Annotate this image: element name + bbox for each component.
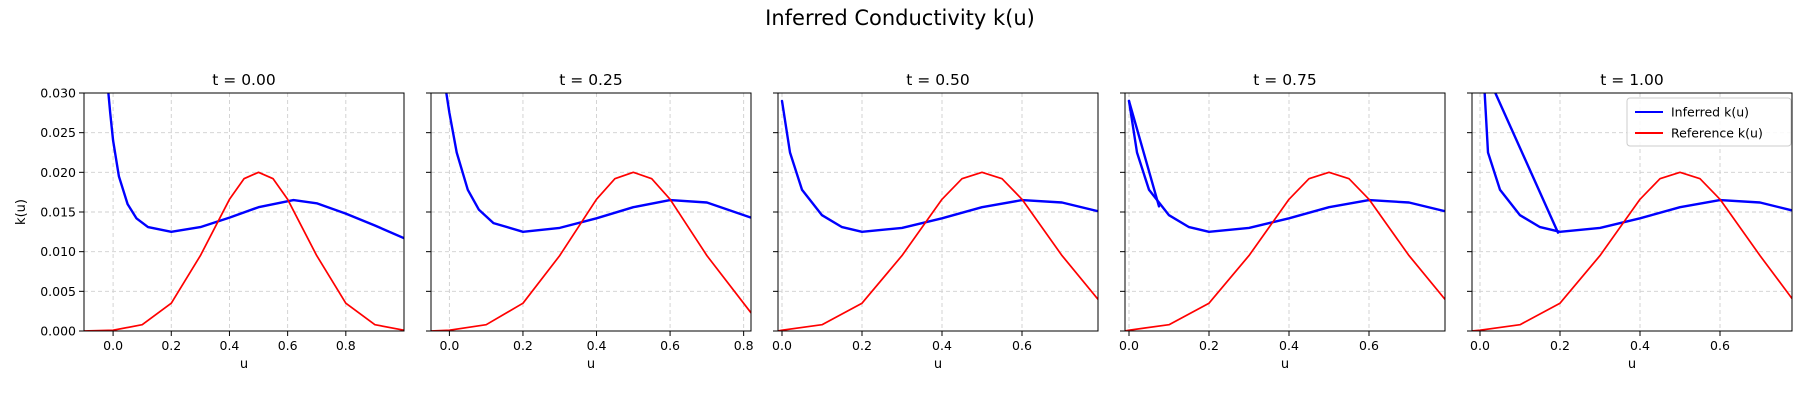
series-inferred-line: [445, 93, 751, 234]
y-tick-label: 0.000: [40, 324, 76, 339]
y-tick-label: 0.005: [40, 284, 76, 299]
x-tick-label: 0.6: [1012, 338, 1032, 353]
axes-frame: [1124, 92, 1446, 332]
panel-3: 0.0 0.2 0.4 0.6 t = 0.50 u: [772, 71, 1099, 372]
y-axis-label: k(u): [14, 199, 29, 225]
series-reference-line: [431, 171, 751, 331]
x-tick-label: 0.6: [1710, 338, 1730, 353]
y-tick-label: 0.020: [40, 165, 76, 180]
panel-title: t = 0.50: [906, 71, 969, 89]
legend-label: Inferred k(u): [1671, 105, 1749, 120]
x-tick-label: 0.4: [587, 338, 607, 353]
axes-frame: [777, 92, 1099, 332]
series-reference-line: [778, 171, 1098, 331]
x-tick-label: 0.6: [1359, 338, 1379, 353]
panel-title: t = 1.00: [1600, 71, 1663, 89]
x-axis-label: u: [934, 357, 942, 372]
x-tick-label: 0.0: [1119, 338, 1139, 353]
series-inferred-line: [1483, 93, 1792, 234]
x-axis-label: u: [1281, 357, 1289, 372]
x-tick-label: 0.0: [439, 338, 459, 353]
series-inferred-line: [1127, 99, 1161, 208]
x-tick-label: 0.4: [1279, 338, 1299, 353]
x-tick-label: 0.0: [772, 338, 792, 353]
series-reference-line: [1472, 171, 1792, 331]
panel-title: t = 0.00: [212, 71, 275, 89]
legend: Inferred k(u) Reference k(u): [1626, 97, 1792, 147]
panel-title: t = 0.25: [559, 71, 622, 89]
x-tick-label: 0.2: [852, 338, 872, 353]
x-tick-label: 0.2: [1550, 338, 1570, 353]
series-inferred-line: [780, 99, 1098, 234]
panel-4: 0.0 0.2 0.4 0.6 t = 0.75 u: [1119, 71, 1446, 372]
y-tick-label: 0.025: [40, 125, 76, 140]
panel-5: 0.0 0.2 0.4 0.6 t = 1.00 u: [1467, 71, 1793, 372]
x-tick-label: 0.6: [660, 338, 680, 353]
y-tick-label: 0.015: [40, 205, 76, 220]
x-tick-label: 0.4: [220, 338, 240, 353]
x-tick-label: 0.4: [932, 338, 952, 353]
series-inferred-line: [107, 93, 404, 240]
x-tick-label: 0.2: [161, 338, 181, 353]
x-tick-label: 0.8: [734, 338, 754, 353]
x-tick-label: 0.2: [513, 338, 533, 353]
y-tick-label: 0.030: [40, 86, 76, 101]
x-tick-label: 0.6: [278, 338, 298, 353]
series-inferred-line: [1494, 93, 1560, 234]
x-tick-label: 0.4: [1630, 338, 1650, 353]
x-axis-label: u: [240, 357, 248, 372]
panels: 0.0 0.2 0.4 0.6 0.8 0.000 0.005 0.010 0.015 0.020…: [14, 71, 1793, 372]
legend-box: [1626, 97, 1792, 147]
series-inferred-line: [1127, 99, 1445, 234]
x-tick-label: 0.0: [1470, 338, 1490, 353]
x-axis-label: u: [1628, 357, 1636, 372]
figure-title: Inferred Conductivity k(u): [765, 6, 1035, 30]
x-tick-label: 0.8: [336, 338, 356, 353]
x-axis-label: u: [587, 357, 595, 372]
series-reference-line: [1125, 171, 1445, 331]
panel-title: t = 0.75: [1253, 71, 1316, 89]
x-tick-label: 0.2: [1199, 338, 1219, 353]
y-tick-label: 0.010: [40, 244, 76, 259]
panel-2: 0.0 0.2 0.4 0.6 0.8 t = 0.25 u: [426, 71, 754, 372]
legend-label: Reference k(u): [1671, 126, 1763, 141]
series-reference-line: [84, 171, 404, 331]
x-tick-label: 0.0: [103, 338, 123, 353]
axes-frame: [430, 92, 752, 332]
panel-1: 0.0 0.2 0.4 0.6 0.8 0.000 0.005 0.010 0.015 0.020…: [14, 71, 405, 372]
